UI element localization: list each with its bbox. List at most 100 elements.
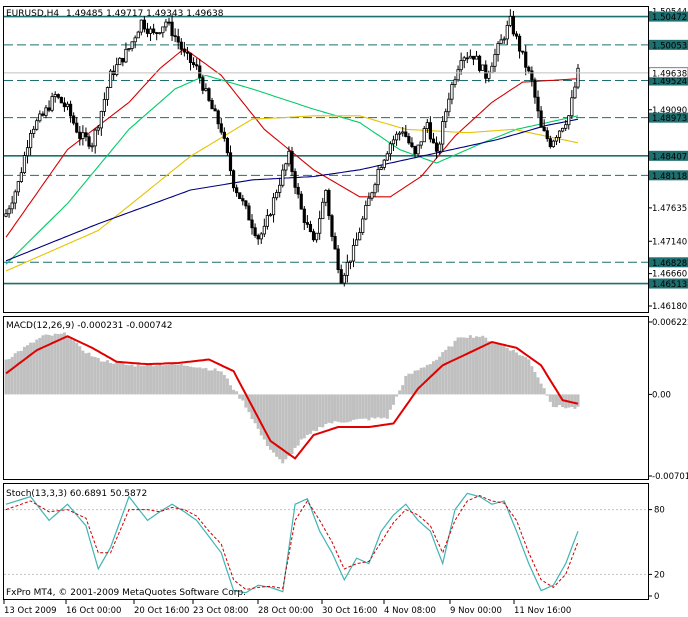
candle-body	[521, 50, 525, 53]
macd-histogram-bar	[431, 361, 435, 395]
macd-histogram-bar	[149, 363, 153, 395]
macd-histogram-bar	[167, 364, 171, 395]
candle-body	[453, 79, 457, 85]
candle-body	[164, 21, 168, 28]
candle-body	[53, 94, 57, 97]
macd-histogram-bar	[195, 367, 199, 395]
macd-histogram-bar	[41, 335, 45, 395]
candle-body	[41, 113, 45, 116]
candle-body	[333, 236, 337, 250]
time-tick-label: 9 Nov 00:00	[450, 606, 502, 616]
candle-body	[413, 146, 417, 155]
macd-histogram-bar	[72, 340, 76, 395]
candle-body	[330, 215, 334, 237]
candle-body	[32, 128, 36, 134]
macd-histogram-bar	[265, 394, 269, 447]
candle-body	[176, 36, 180, 43]
macd-histogram-bar	[127, 365, 131, 395]
candle-body	[370, 192, 374, 199]
macd-histogram-bar	[139, 366, 143, 395]
macd-histogram-bar	[444, 349, 448, 395]
macd-histogram-bar	[241, 394, 245, 401]
candle-body	[321, 201, 325, 220]
macd-histogram-bar	[502, 345, 506, 395]
macd-histogram-bar	[7, 359, 11, 395]
candle-body	[38, 113, 42, 122]
candle-body	[228, 152, 233, 172]
macd-histogram-bar	[256, 394, 260, 429]
candle-body	[557, 130, 562, 138]
macd-pane-frame	[3, 316, 649, 480]
macd-histogram-bar	[518, 355, 522, 395]
macd-histogram-bar	[496, 342, 500, 395]
symbol-header: EURUSD,H4	[6, 9, 59, 19]
candle-body	[376, 169, 380, 186]
macd-histogram-bar	[521, 355, 525, 395]
macd-tick-label: 0.006222	[652, 318, 688, 328]
candle-body	[484, 64, 488, 79]
candle-body	[155, 32, 159, 34]
macd-histogram-bar	[462, 337, 466, 395]
candle-body	[65, 103, 70, 108]
candle-body	[373, 184, 377, 194]
macd-histogram-bar	[35, 339, 39, 395]
macd-histogram-bar	[551, 394, 555, 408]
price-tick-label: 1.46180	[652, 302, 687, 312]
candle-body	[72, 115, 76, 124]
macd-histogram-bar	[339, 394, 343, 423]
macd-histogram-bar	[358, 394, 362, 419]
candle-body	[268, 214, 273, 217]
macd-histogram-bar	[348, 394, 352, 422]
macd-histogram-bar	[155, 365, 159, 395]
macd-histogram-bar	[10, 356, 14, 395]
candle-body	[108, 70, 113, 88]
macd-histogram-bar	[142, 365, 146, 395]
macd-histogram-bar	[29, 342, 33, 395]
candle-body	[35, 120, 39, 130]
candle-body	[530, 70, 534, 81]
candle-body	[404, 131, 408, 137]
macd-histogram-bar	[490, 341, 494, 395]
macd-histogram-bar	[192, 367, 196, 395]
macd-histogram-bar	[219, 371, 223, 395]
macd-histogram-bar	[481, 335, 485, 395]
candle-body	[364, 205, 368, 220]
macd-histogram-bar	[124, 364, 128, 395]
candle-body	[158, 32, 162, 35]
stoch-tick-label: 80	[654, 506, 665, 516]
stoch-tick-label: 20	[654, 570, 665, 580]
candle-body	[456, 69, 460, 81]
macd-histogram-bar	[112, 363, 116, 395]
candle-body	[99, 111, 103, 129]
candle-body	[379, 167, 383, 170]
candle-body	[471, 55, 476, 60]
macd-histogram-bar	[182, 365, 186, 395]
macd-histogram-bar	[545, 394, 549, 396]
macd-histogram-bar	[179, 364, 183, 395]
time-tick-label: 13 Oct 2009	[4, 606, 57, 616]
level-tag-label: 1.48118	[652, 172, 687, 182]
candle-body	[182, 48, 186, 53]
ma-line-2	[5, 115, 579, 272]
macd-tick-label: -0.00701	[652, 472, 688, 482]
macd-histogram-bar	[275, 394, 279, 457]
macd-histogram-bar	[305, 394, 309, 435]
candle-body	[508, 15, 512, 26]
candle-body	[336, 248, 340, 270]
candle-body	[19, 172, 23, 182]
macd-histogram-bar	[281, 394, 285, 464]
candle-body	[84, 132, 88, 138]
candle-body	[44, 107, 48, 116]
candle-body	[25, 147, 30, 157]
time-tick-label: 20 Oct 16:00	[134, 606, 189, 616]
candle-body	[573, 86, 577, 99]
macd-histogram-bar	[56, 333, 60, 395]
candle-body	[216, 110, 220, 125]
macd-histogram-bar	[13, 353, 17, 395]
macd-histogram-bar	[232, 389, 236, 395]
candle-body	[499, 39, 503, 44]
candle-body	[139, 19, 143, 33]
candle-body	[576, 67, 580, 88]
macd-histogram-bar	[90, 356, 94, 395]
